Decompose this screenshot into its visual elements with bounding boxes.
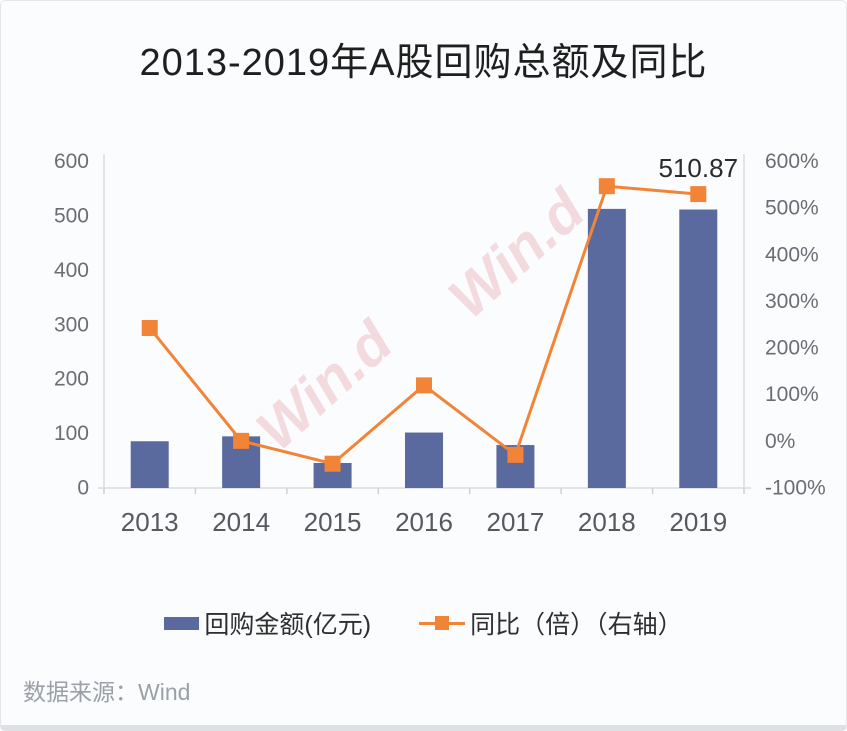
right-axis-tick-label-400%: 400%	[765, 243, 819, 266]
left-axis-tick-label-100: 100	[54, 422, 89, 445]
marker-2015	[324, 455, 341, 472]
marker-2014	[233, 432, 250, 449]
bar-2019	[679, 209, 718, 488]
legend: 回购金额(亿元) 同比（倍）（右轴）	[1, 602, 846, 644]
marker-2019	[690, 186, 707, 203]
data-source-note: 数据来源：Wind	[23, 679, 191, 705]
marker-2018	[598, 178, 615, 195]
bar-swatch-icon	[164, 616, 200, 630]
watermark-text-2: Win.d	[436, 176, 598, 331]
bar-2013	[130, 441, 169, 488]
right-axis-tick-label-500%: 500%	[765, 197, 819, 220]
line-marker-swatch-icon	[419, 615, 466, 631]
data-label-2019: 510.87	[659, 153, 739, 183]
x-axis-label-2015: 2015	[304, 507, 362, 537]
bar-2018	[587, 208, 626, 489]
right-axis-tick-label-600%: 600%	[765, 150, 819, 173]
left-axis-tick-label-0: 0	[77, 477, 89, 500]
legend-label-yoy: 同比（倍）（右轴）	[470, 611, 683, 639]
right-axis-tick-label-300%: 300%	[765, 290, 819, 313]
left-axis-tick-label-200: 200	[54, 368, 89, 391]
legend-item-buyback-amount: 回购金额(亿元)	[164, 605, 371, 641]
chart-title: 2013-2019年A股回购总额及同比	[139, 42, 708, 84]
left-axis-tick-label-400: 400	[54, 259, 89, 282]
x-axis-label-2013: 2013	[121, 507, 179, 537]
x-axis-label-2017: 2017	[487, 507, 545, 537]
right-axis-tick-label-100%: 100%	[765, 383, 819, 406]
marker-2016	[416, 377, 432, 394]
x-axis-label-2016: 2016	[395, 507, 453, 537]
legend-item-yoy: 同比（倍）（右轴）	[419, 605, 683, 641]
x-axis-label-2018: 2018	[578, 507, 636, 537]
legend-label-buyback-amount: 回购金额(亿元)	[204, 611, 372, 639]
left-axis-tick-label-500: 500	[54, 204, 89, 227]
right-axis-tick-label-200%: 200%	[765, 337, 819, 360]
marker-2017	[507, 446, 524, 463]
bar-2016	[405, 432, 443, 488]
right-axis-tick-label-0%: 0%	[765, 430, 795, 453]
marker-2013	[141, 319, 158, 336]
watermark-text-1: Win.d	[244, 308, 406, 463]
left-axis-tick-label-600: 600	[54, 150, 89, 173]
x-axis-label-2014: 2014	[212, 507, 270, 537]
right-axis-tick-label--100%: -100%	[765, 477, 826, 500]
x-axis-label-2019: 2019	[669, 507, 727, 537]
left-axis-tick-label-300: 300	[54, 313, 89, 336]
